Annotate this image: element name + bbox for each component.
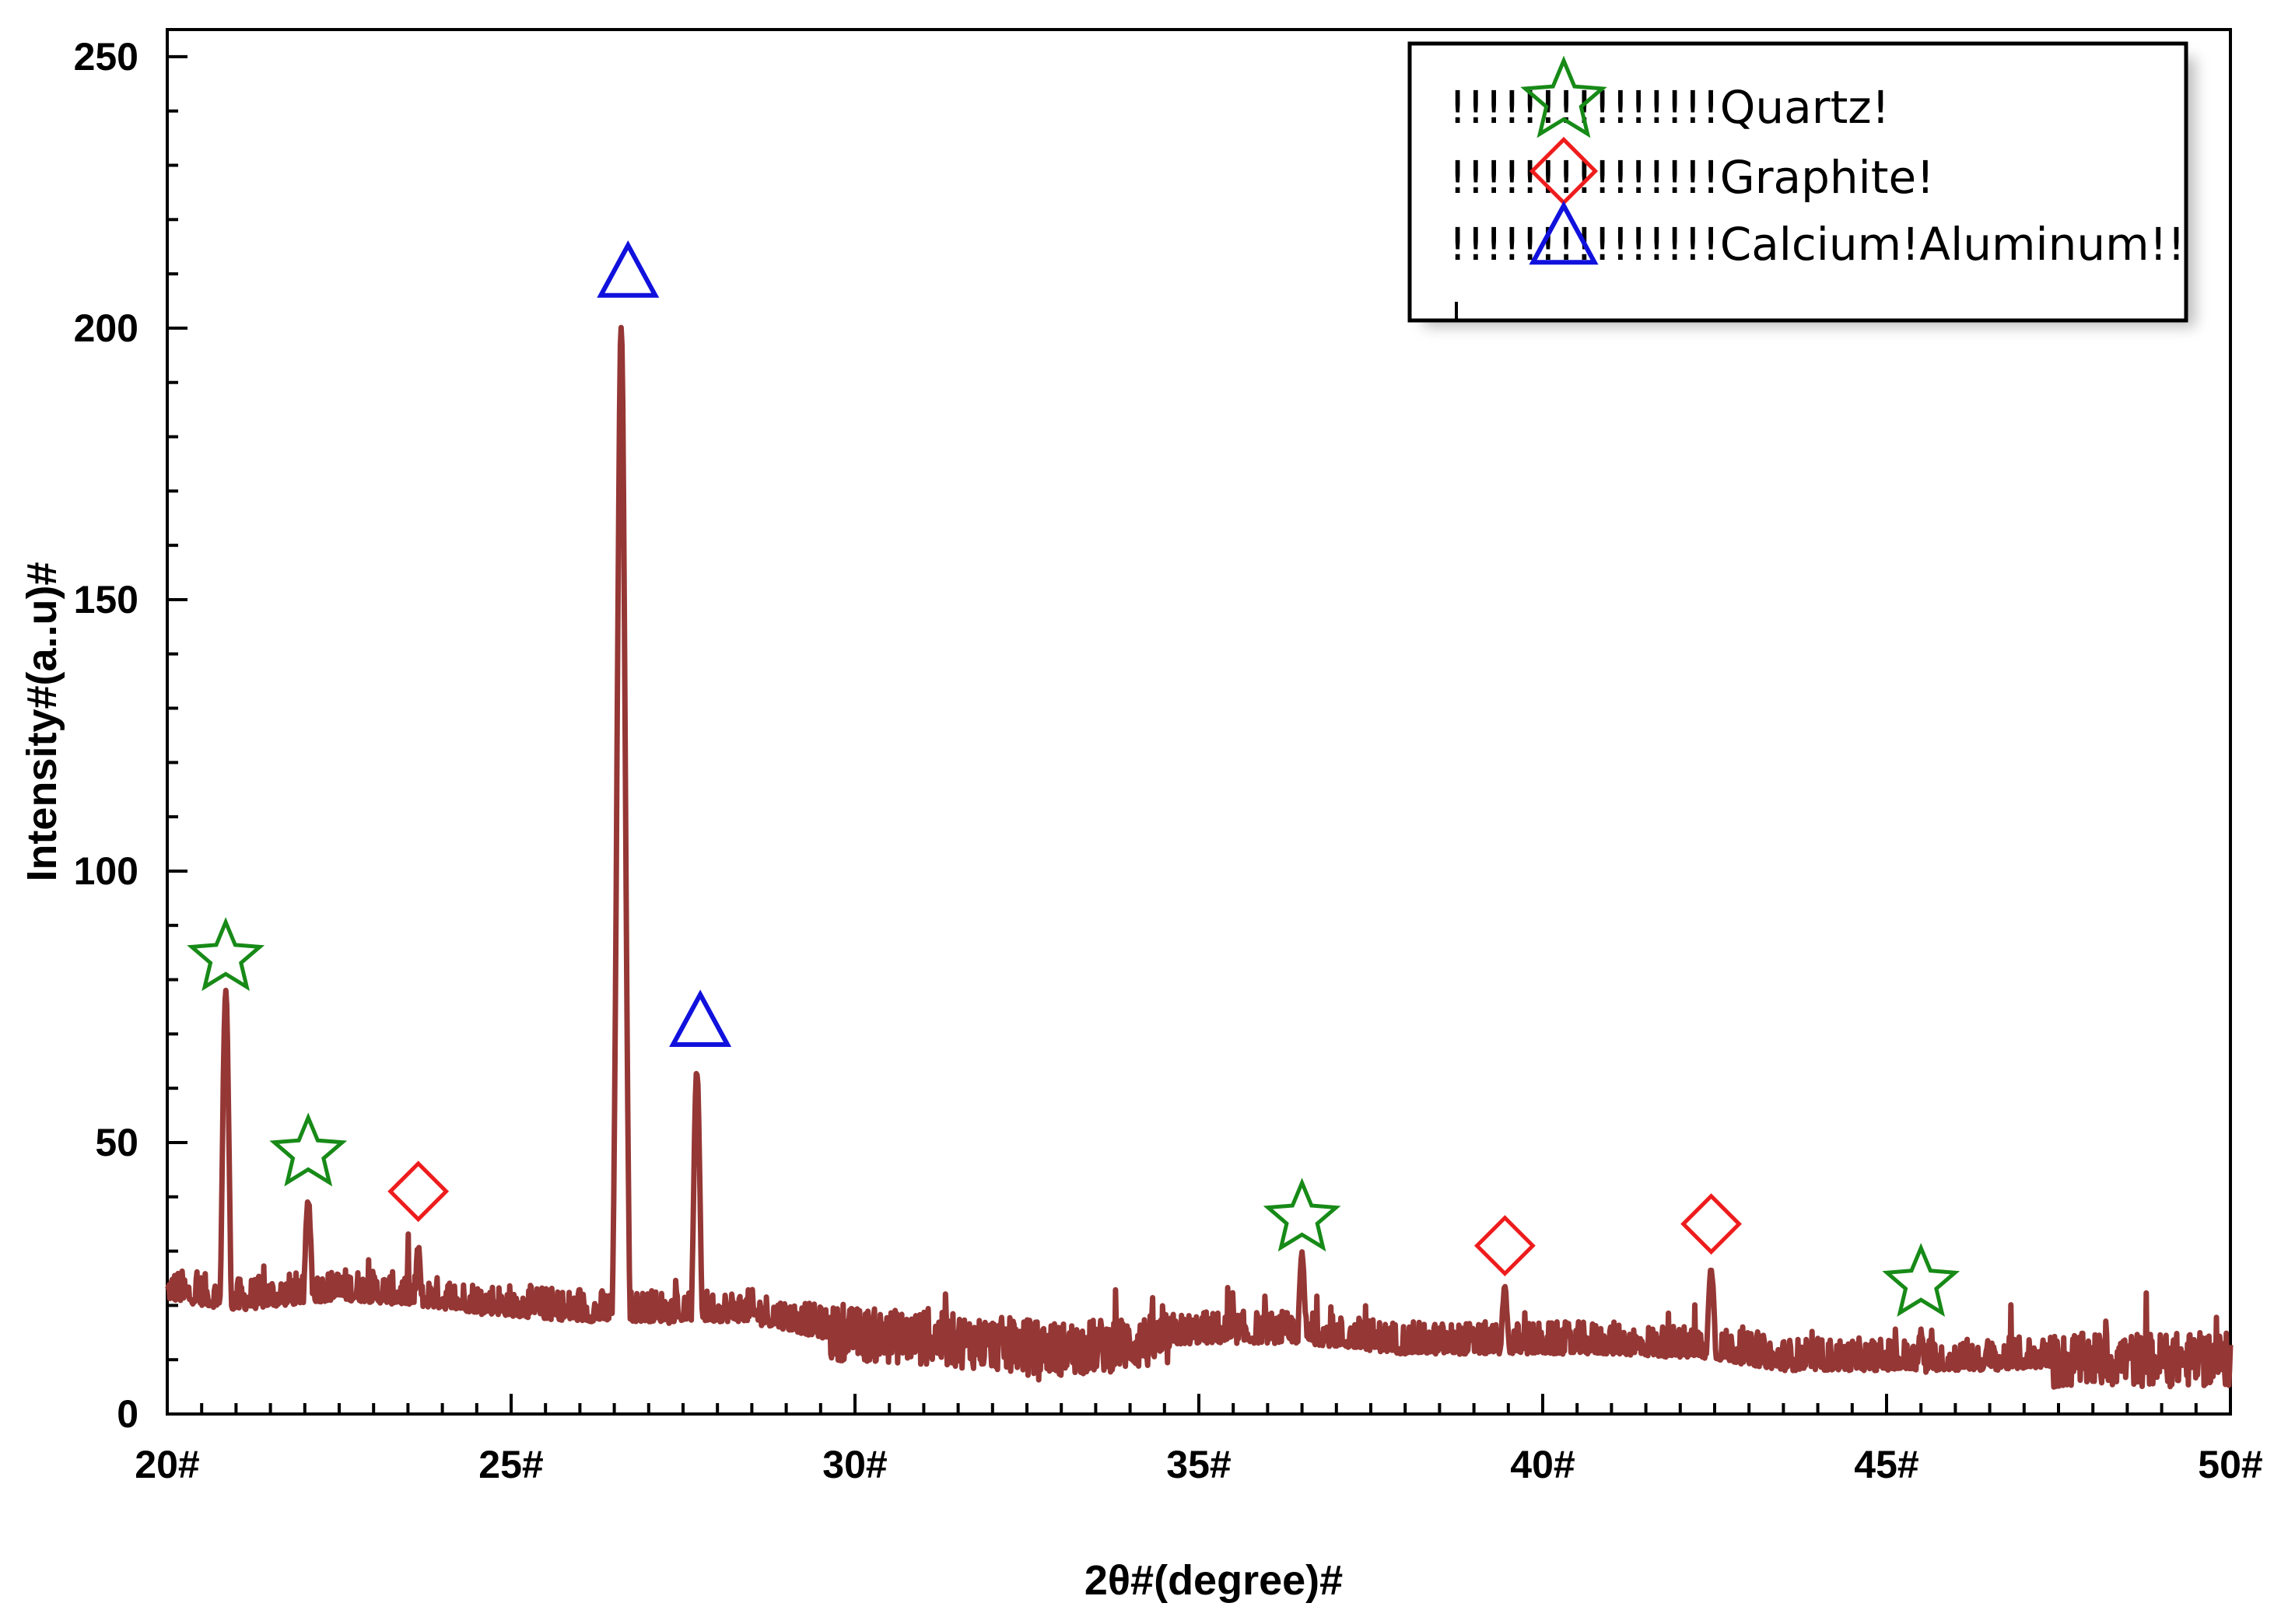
x-tick-label: 20# xyxy=(135,1443,199,1486)
legend-entries: !!!!!!!!!!!!!!!Quartz! !!!!!!!!!!!!!!!Gra… xyxy=(1449,55,2185,271)
y-tick-label: 250 xyxy=(74,35,138,79)
legend: !!!!!!!!!!!!!!!Quartz! !!!!!!!!!!!!!!!Gra… xyxy=(1407,41,2195,327)
star-peak-marker xyxy=(187,917,265,992)
diamond-peak-marker xyxy=(1680,1193,1742,1255)
star-peak-marker xyxy=(1882,1243,1960,1317)
diamond-peak-marker xyxy=(387,1160,450,1223)
x-tick-label: 35# xyxy=(1166,1443,1231,1486)
x-tick-label: 25# xyxy=(478,1443,543,1486)
legend-label-diamond: !!!!!!!!!!!!!!!Graphite! xyxy=(1449,151,1934,204)
legend-label-star: !!!!!!!!!!!!!!!Quartz! xyxy=(1449,81,1890,134)
marker-layer xyxy=(187,240,1960,1317)
xrd-pattern-line xyxy=(165,324,2234,1390)
y-tick-label: 0 xyxy=(117,1392,138,1436)
y-axis-title: Intensity#(a..u)# xyxy=(19,562,65,881)
triangle-peak-marker xyxy=(669,989,732,1048)
legend-star-icon xyxy=(1520,55,1607,138)
x-tick-label: 50# xyxy=(2198,1443,2262,1486)
x-tick-label: 30# xyxy=(822,1443,887,1486)
ticks-layer xyxy=(166,54,2232,1416)
tick-labels-layer: 20# 25# 30# 35# 40# 45# 50# 0 50 100 150 200 250 xyxy=(74,35,2263,1486)
legend-box xyxy=(1407,41,2188,323)
star-peak-marker xyxy=(269,1112,348,1187)
series-layer xyxy=(165,324,2234,1390)
diamond-peak-marker xyxy=(1473,1215,1536,1277)
legend-triangle-icon xyxy=(1529,201,1599,265)
star-peak-marker xyxy=(1263,1178,1341,1252)
y-tick-label: 100 xyxy=(74,849,138,893)
x-axis-title: 2θ#(degree)# xyxy=(1084,1557,1343,1604)
y-tick-label: 200 xyxy=(74,306,138,350)
y-tick-label: 50 xyxy=(95,1121,138,1164)
x-tick-label: 45# xyxy=(1854,1443,1918,1486)
x-tick-label: 40# xyxy=(1510,1443,1575,1486)
triangle-peak-marker xyxy=(597,240,660,298)
y-tick-label: 150 xyxy=(74,578,138,621)
